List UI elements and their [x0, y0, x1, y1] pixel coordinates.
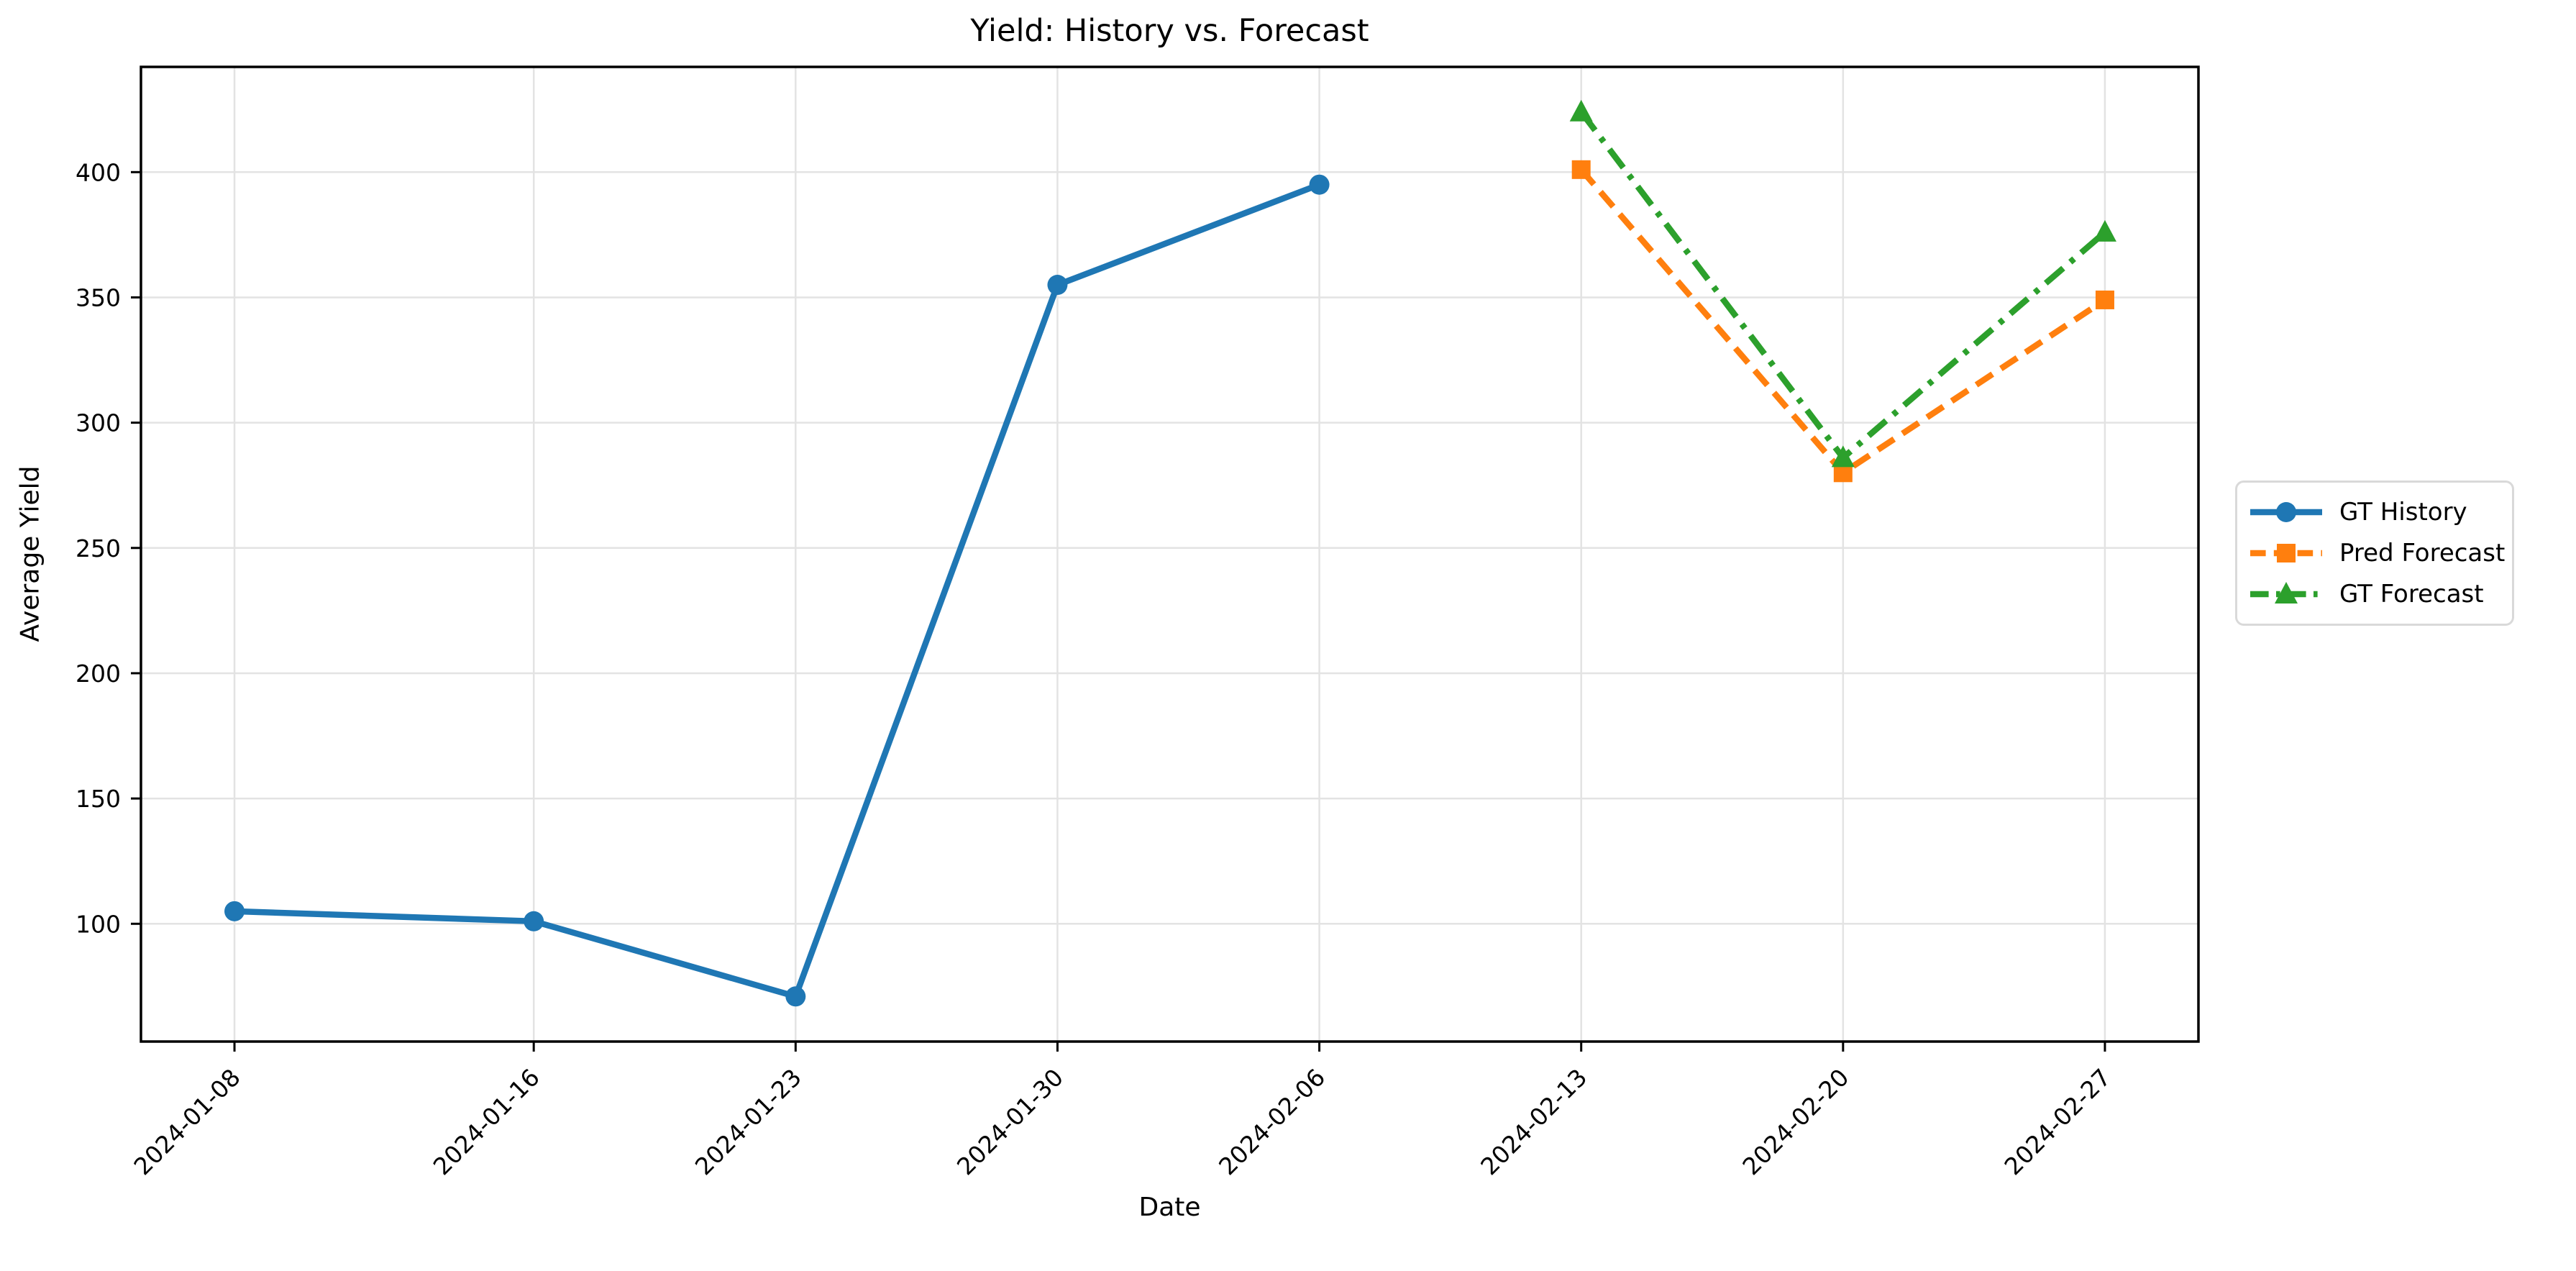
y-tick-label: 300: [76, 409, 121, 437]
legend-sample-circle-icon: [2250, 502, 2322, 522]
legend-sample-marker: [2276, 502, 2296, 522]
legend-label: GT History: [2339, 498, 2467, 527]
legend: GT History Pred Forecast GT Forecast: [2235, 480, 2514, 626]
data-point-marker-gt-history: [1309, 174, 1330, 195]
data-point-marker-gt-history: [224, 901, 245, 921]
x-tick-label: 2024-02-27: [1999, 1063, 2116, 1180]
legend-sample-marker: [2275, 582, 2298, 603]
x-tick-label: 2024-01-16: [428, 1063, 545, 1180]
data-point-marker-gt-forecast: [1569, 99, 1593, 122]
x-tick-label: 2024-01-23: [690, 1063, 807, 1180]
chart-title: Yield: History vs. Forecast: [970, 13, 1369, 49]
x-tick-label: 2024-02-13: [1475, 1063, 1592, 1180]
data-point-marker-gt-history: [524, 911, 544, 931]
y-tick-label: 150: [76, 785, 121, 813]
y-tick-label: 250: [76, 534, 121, 562]
y-tick-label: 200: [76, 660, 121, 688]
x-tick-label: 2024-02-20: [1737, 1063, 1854, 1180]
data-point-marker-pred-forecast: [1571, 160, 1591, 179]
y-tick-label: 350: [76, 283, 121, 311]
legend-sample-triangle-icon: [2250, 582, 2322, 603]
series-line-gt-history: [234, 181, 1321, 1001]
y-tick-label: 100: [76, 910, 121, 938]
x-tick-label: 2024-01-30: [951, 1063, 1069, 1180]
legend-sample-square-icon: [2250, 544, 2322, 562]
y-tick-label: 400: [76, 158, 121, 186]
legend-entry-gt-forecast: GT Forecast: [2249, 578, 2505, 610]
data-point-marker-gt-history: [1047, 275, 1068, 296]
x-tick-label: 2024-02-06: [1213, 1063, 1330, 1180]
x-axis-label: Date: [1138, 1193, 1201, 1222]
legend-entry-pred-forecast: Pred Forecast: [2249, 537, 2505, 569]
legend-entry-gt-history: GT History: [2249, 496, 2505, 528]
axes-spines: [140, 65, 2200, 1043]
data-point-marker-pred-forecast: [2095, 290, 2114, 309]
data-point-marker-gt-forecast: [1831, 445, 1855, 468]
data-point-marker-gt-forecast: [2093, 219, 2116, 242]
legend-label: Pred Forecast: [2339, 539, 2506, 568]
data-point-marker-gt-history: [785, 986, 806, 1007]
legend-label: GT Forecast: [2339, 580, 2484, 609]
x-tick-label: 2024-01-08: [129, 1063, 246, 1180]
legend-sample-marker: [2277, 544, 2296, 562]
